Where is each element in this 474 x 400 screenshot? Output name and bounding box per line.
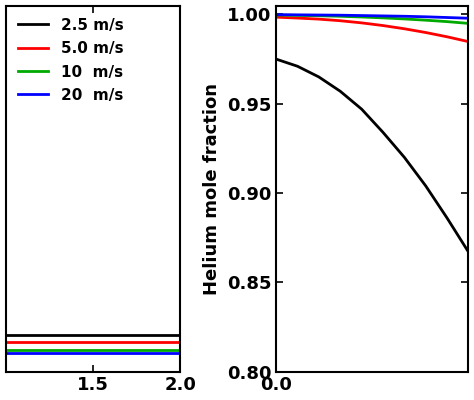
Y-axis label: Helium mole fraction: Helium mole fraction xyxy=(203,82,221,294)
Legend: 2.5 m/s, 5.0 m/s, 10  m/s, 20  m/s: 2.5 m/s, 5.0 m/s, 10 m/s, 20 m/s xyxy=(13,13,128,108)
